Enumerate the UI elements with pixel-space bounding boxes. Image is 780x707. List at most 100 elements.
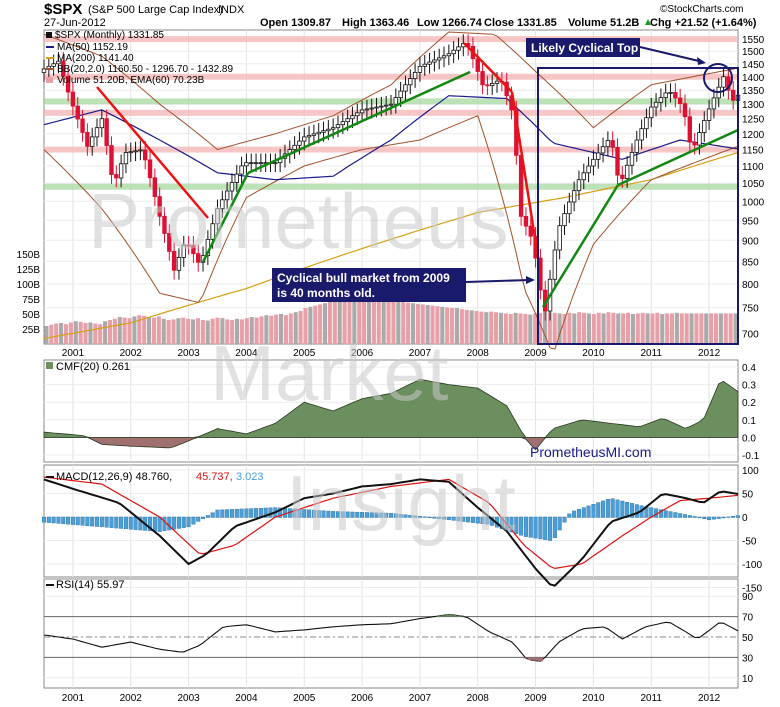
candle-body [393, 97, 399, 105]
quote-open: Open 1309.87 [260, 17, 331, 29]
macd-hist-bar [456, 516, 461, 522]
volume-bar [440, 306, 445, 344]
volume-bar [430, 305, 435, 344]
volume-bar [669, 313, 675, 344]
volume-bar [606, 312, 611, 344]
resistance-band [44, 183, 738, 190]
candle-body [388, 103, 394, 106]
macd-label: MACD(12,26,9) 48.760, 45.737, 3.023 [46, 471, 264, 483]
downtrend-line-2007a [463, 42, 513, 93]
volume-bar [513, 312, 518, 344]
volume-bar [215, 317, 220, 344]
candle-body [600, 146, 606, 154]
macd-hist-bar [528, 516, 533, 538]
volume-bar [181, 317, 186, 344]
volume-bar [484, 312, 489, 344]
volume-bar [406, 302, 411, 344]
resistance-band [44, 36, 738, 43]
uptrend-line-2009b [617, 128, 739, 187]
macd-hist-bar [66, 516, 71, 525]
x-tick-label-bottom: 2009 [524, 693, 547, 704]
volume-bar [718, 313, 723, 344]
macd-hist-bar [519, 516, 524, 536]
candle-body [364, 108, 370, 111]
x-tick-label-top: 2007 [409, 348, 432, 359]
macd-label-text: MACD(12,26,9) 48.760, [56, 471, 172, 483]
macd-hist-bar [138, 516, 143, 531]
macd-hist-bar [263, 507, 268, 518]
macd-hist-bar [384, 512, 389, 518]
volume-bar [454, 308, 460, 344]
volume-tick-label: 100B [17, 280, 41, 291]
rsi-tick-label: 50 [742, 633, 754, 644]
volume-bar [645, 313, 650, 344]
candle-body [624, 164, 630, 179]
legend-bb: BB(20,2.0) 1160.50 - 1296.70 - 1432.89 [57, 64, 233, 75]
macd-hist-bar [475, 516, 480, 524]
volume-bar [547, 312, 552, 344]
volume-bar [665, 313, 670, 344]
x-tick-label-top: 2001 [62, 348, 85, 359]
candle-body [191, 244, 196, 255]
rsi-tick-label: 90 [742, 592, 754, 603]
macd-hist-bar [707, 516, 712, 521]
candle-body [56, 60, 61, 65]
macd-hist-bar [128, 516, 133, 530]
macd-hist-bar [581, 507, 586, 518]
candle-body [422, 63, 427, 67]
candle-body [249, 162, 254, 165]
x-tick-label-bottom: 2002 [120, 693, 143, 704]
x-tick-label-top: 2012 [698, 348, 721, 359]
x-tick-label-top: 2011 [640, 348, 662, 359]
volume-bar [489, 311, 494, 344]
price-tick-label: 800 [742, 280, 759, 291]
ma50-line [43, 95, 739, 181]
macd-hist-bar [152, 516, 157, 532]
candle-body [99, 118, 105, 129]
macd-hist-bar [186, 516, 191, 528]
macd-hist-bar [470, 516, 475, 523]
volume-bar [230, 320, 235, 344]
macd-hist-bar [417, 516, 422, 518]
volume-bar [396, 301, 401, 344]
candle-body [143, 149, 148, 161]
quote-close: Close 1331.85 [484, 17, 557, 29]
candle-body [586, 165, 591, 174]
volume-bar [117, 317, 122, 344]
macd-hist-bar [509, 516, 514, 533]
macd-hist-bar [533, 516, 538, 539]
volume-bar [713, 313, 719, 344]
macd-hist-bar [427, 516, 432, 519]
candle-body [258, 162, 264, 165]
chart-date: 27-Jun-2012 [44, 17, 106, 29]
macd-hist-bar [514, 516, 519, 534]
volume-bar [699, 313, 704, 344]
candle-body [80, 118, 85, 133]
macd-hist-bar [80, 516, 85, 526]
price-tick-label: 1300 [742, 100, 765, 111]
volume-bar [650, 313, 655, 344]
downtrend-line-2000 [96, 86, 209, 219]
candle-body [639, 128, 644, 141]
macd-hist-bar [229, 509, 234, 518]
volume-bar [474, 311, 479, 344]
macd-hist-bar [702, 516, 707, 520]
volume-bar [298, 311, 303, 344]
volume-bar [259, 316, 264, 344]
macd-hist-bar [389, 513, 394, 518]
candle-body [330, 127, 336, 130]
candle-body [480, 71, 485, 86]
rsi-label-text: RSI(14) 55.97 [56, 579, 124, 591]
price-tick-label: 1050 [742, 179, 765, 190]
volume-bar [533, 313, 538, 344]
candle-body [224, 190, 230, 201]
candle-body [412, 71, 418, 79]
stockcharts-brand: ©StockCharts.com [660, 4, 744, 15]
volume-bar [362, 291, 367, 344]
macd-hist-bar [548, 516, 553, 541]
bb-upper-line [43, 31, 739, 151]
x-tick-label-top: 2002 [120, 348, 143, 359]
candle-body [138, 149, 143, 152]
macd-hist-bar [601, 500, 606, 518]
macd-hist-bar [716, 516, 721, 519]
